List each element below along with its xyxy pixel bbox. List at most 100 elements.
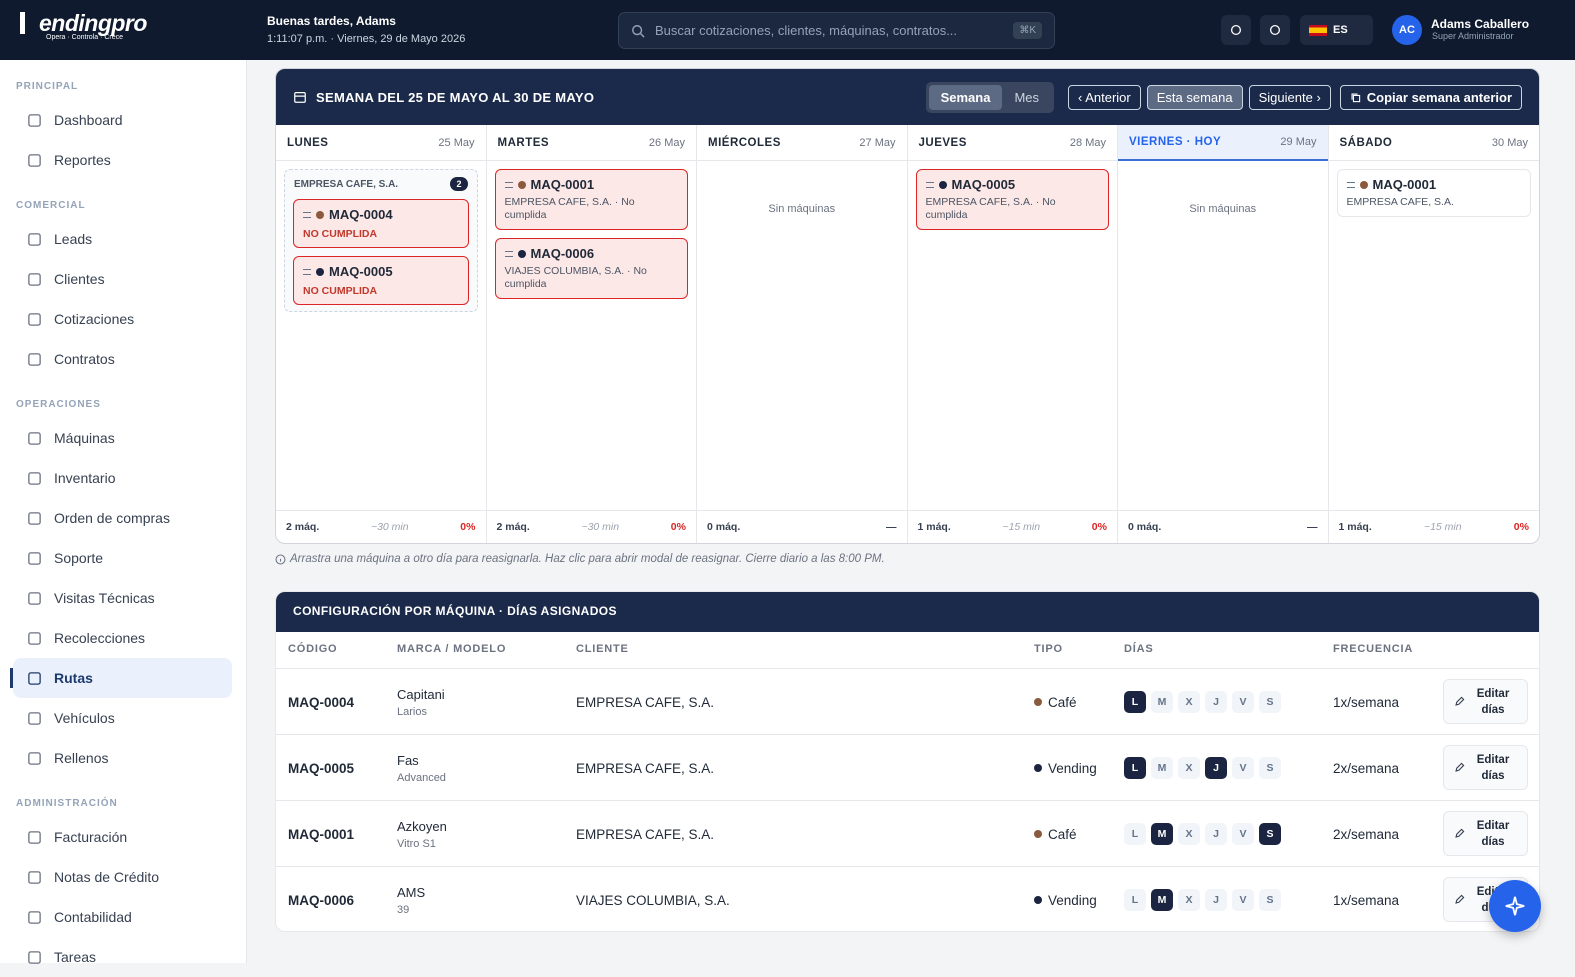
machine-count: 2 máq.	[286, 521, 320, 533]
nav-icon-svg	[28, 950, 41, 964]
machine-code: MAQ-0005	[329, 264, 393, 279]
day-pill: J	[1205, 889, 1227, 911]
code-cell: MAQ-0004	[288, 669, 354, 735]
day-header: MIÉRCOLES 27 May	[697, 125, 907, 161]
nav-item[interactable]: Visitas Técnicas	[13, 578, 232, 618]
nav-item[interactable]: Rellenos	[13, 738, 232, 778]
nav-item[interactable]: Orden de compras	[13, 498, 232, 538]
nav-label: Reportes	[54, 152, 111, 168]
column-header: CÓDIGO	[288, 643, 338, 655]
edit-button[interactable]: Editar días	[1443, 745, 1528, 790]
edit-button[interactable]: Editar días	[1443, 679, 1528, 724]
nav-item[interactable]: Rutas	[13, 658, 232, 698]
nav-item[interactable]: Dashboard	[13, 100, 232, 140]
client-group: EMPRESA CAFE, S.A. 2 MAQ-0004 NO CUMPLIDA MA…	[284, 169, 478, 312]
nav-icon	[27, 751, 54, 766]
nav-item[interactable]: Máquinas	[13, 418, 232, 458]
machine-card[interactable]: MAQ-0005 EMPRESA CAFE, S.A. · No cumplida	[915, 169, 1109, 230]
table-row: MAQ-0001 Azkoyen Vitro S1 EMPRESA CAFE, S.A…	[276, 800, 1539, 866]
nav-item[interactable]: Tareas	[13, 937, 232, 977]
nav-item[interactable]: Clientes	[13, 259, 232, 299]
nav-item[interactable]: Contabilidad	[13, 897, 232, 937]
icon	[1229, 23, 1243, 37]
machine-code-row: MAQ-0004	[303, 207, 459, 222]
language-selector[interactable]: ES	[1300, 15, 1373, 45]
nav-button[interactable]: ‹ Anterior	[1068, 84, 1141, 110]
view-option[interactable]: Mes	[1014, 89, 1039, 105]
view-option[interactable]: Semana	[928, 84, 1003, 110]
day-header: JUEVES 28 May	[907, 125, 1117, 161]
config-title: CONFIGURACIÓN POR MÁQUINA · DÍAS ASIGNAD…	[276, 592, 1539, 632]
day-pill: V	[1232, 691, 1254, 713]
nav-icon-svg	[28, 870, 41, 884]
nav-item[interactable]: Contratos	[13, 339, 232, 379]
nav-item[interactable]: Notas de Crédito	[13, 857, 232, 897]
day-pill: M	[1151, 889, 1173, 911]
completion: 0%	[460, 521, 476, 533]
day-pill: M	[1151, 691, 1173, 713]
machine-card[interactable]: MAQ-0005 NO CUMPLIDA	[293, 256, 469, 305]
nav-item[interactable]: Cotizaciones	[13, 299, 232, 339]
nav-item[interactable]: Soporte	[13, 538, 232, 578]
day-column: LUNES 25 May EMPRESA CAFE, S.A. 2 MAQ-0004 NO…	[276, 125, 487, 543]
code-cell: MAQ-0005	[288, 735, 354, 801]
nav-label: Notas de Crédito	[54, 869, 160, 885]
machine-code: MAQ-0006	[288, 892, 355, 908]
search-placeholder: Buscar cotizaciones, clientes, máquinas,…	[655, 23, 958, 38]
assistant-button[interactable]	[1489, 880, 1541, 932]
client: EMPRESA CAFE, S.A.	[576, 826, 715, 842]
type-dot	[316, 267, 324, 276]
nav-item[interactable]: Reportes	[13, 140, 232, 180]
edit-button[interactable]: Editar días	[1443, 811, 1528, 856]
nav-item[interactable]: Vehículos	[13, 698, 232, 738]
machine-card[interactable]: MAQ-0001 EMPRESA CAFE, S.A.	[1336, 169, 1531, 217]
settings-button[interactable]	[1221, 15, 1251, 45]
nav-button[interactable]: Siguiente ›	[1248, 84, 1331, 110]
flag	[1309, 24, 1327, 36]
day-pill: V	[1232, 757, 1254, 779]
nav-icon	[27, 671, 54, 686]
completion: 0%	[670, 521, 686, 533]
day-pill: V	[1232, 889, 1254, 911]
machine-status: NO CUMPLIDA	[303, 228, 378, 240]
machine-card[interactable]: MAQ-0004 NO CUMPLIDA	[293, 199, 469, 248]
code-cell: MAQ-0001	[288, 801, 354, 867]
nav-item[interactable]: Inventario	[13, 458, 232, 498]
empty-day: Sin máquinas	[1189, 203, 1257, 215]
sidebar: PRINCIPAL Dashboard Reportes COMERCIAL Leads…	[0, 60, 247, 965]
nav-icon-svg	[28, 671, 41, 685]
avatar[interactable]: AC	[1392, 15, 1422, 45]
completion: 0%	[1513, 521, 1529, 533]
nav-button[interactable]: Esta semana	[1146, 84, 1243, 110]
copy-button[interactable]: Copiar semana anterior	[1339, 84, 1522, 110]
day-column: MARTES 26 May MAQ-0001 EMPRESA CAFE, S.A. ·…	[486, 125, 697, 543]
nav-icon	[27, 711, 54, 726]
nav-label: Rellenos	[54, 750, 109, 766]
day-pill: M	[1151, 823, 1173, 845]
logo-text: endingpro	[20, 12, 147, 35]
client: EMPRESA CAFE, S.A.	[576, 694, 715, 710]
nav-item[interactable]: Facturación	[13, 817, 232, 857]
brand: Fas	[397, 752, 419, 768]
edit-icon	[1454, 762, 1465, 773]
machine-code: MAQ-0004	[288, 694, 355, 710]
day-footer: 0 máq. —	[697, 510, 907, 543]
model: Larios	[397, 705, 427, 718]
duration: ~30 min	[581, 521, 620, 533]
day-name: MIÉRCOLES	[708, 136, 781, 149]
nav-icon	[27, 591, 54, 606]
search-box[interactable]: Buscar cotizaciones, clientes, máquinas,…	[618, 12, 1055, 49]
nav-item[interactable]: Leads	[13, 219, 232, 259]
nav-icon-svg	[28, 431, 41, 445]
day-date: 27 May	[859, 136, 896, 149]
machine-count: 0 máq.	[1128, 521, 1162, 533]
machine-card[interactable]: MAQ-0001 EMPRESA CAFE, S.A. · No cumplida	[494, 169, 688, 230]
notifications-button[interactable]	[1260, 15, 1290, 45]
day-pill: L	[1124, 823, 1146, 845]
nav-item[interactable]: Recolecciones	[13, 618, 232, 658]
machine-card[interactable]: MAQ-0006 VIAJES COLUMBIA, S.A. · No cumpl…	[494, 238, 688, 299]
day-header: LUNES 25 May	[276, 125, 486, 161]
type-dot	[316, 210, 324, 219]
